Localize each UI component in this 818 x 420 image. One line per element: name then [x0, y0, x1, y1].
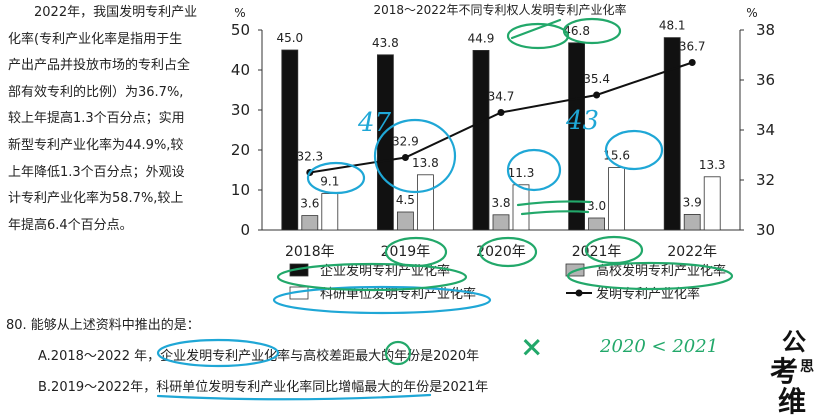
bar-value-label: 46.8 — [563, 24, 590, 38]
bar-value-label: 3.8 — [491, 196, 510, 210]
left-tick-label: 0 — [240, 221, 250, 239]
left-tick-label: 50 — [231, 21, 250, 39]
logo-watermark: 公 考 思 维 — [768, 322, 816, 418]
bar-enterprise — [568, 42, 585, 231]
left-tick-label: 40 — [231, 61, 250, 79]
paragraph-line: 年提高6.4个百分点。 — [8, 217, 133, 233]
left-axis-unit: % — [234, 6, 245, 20]
legend-label: 科研单位发明专利产业化率 — [320, 286, 476, 302]
left-tick-label: 20 — [231, 141, 250, 159]
line-value-label: 35.4 — [583, 72, 610, 86]
legend-label: 企业发明专利产业化率 — [320, 263, 450, 279]
bar-institute — [416, 174, 434, 231]
right-axis-unit: % — [746, 6, 757, 20]
paragraph-line: 计专利产业化率为58.7%,较上 — [8, 191, 184, 207]
bar-value-label: 44.9 — [468, 31, 495, 45]
line-value-label: 32.3 — [296, 150, 323, 164]
x-tick-label: 2020年 — [476, 244, 526, 260]
line-point — [688, 59, 696, 66]
annotation-43: 43 — [566, 106, 600, 136]
bar-value-label: 3.0 — [587, 199, 606, 213]
annotation-47: 47 — [358, 108, 392, 138]
line-point — [401, 154, 409, 161]
paragraph-line: 产出产品并投放市场的专利占全 — [8, 58, 191, 74]
bar-enterprise — [376, 54, 394, 231]
bar-value-label: 11.3 — [508, 166, 535, 180]
x-tick-label: 2018年 — [285, 244, 335, 260]
paragraph-line: 上年降低1.3个百分点；外观设 — [8, 164, 185, 180]
bar-institute — [608, 167, 625, 231]
question-stem: 80. 能够从上述资料中推出的是： — [6, 318, 200, 333]
left-tick-label: 10 — [231, 181, 250, 199]
bar-value-label: 43.8 — [372, 36, 399, 50]
material-paragraph: 2022年，我国发明专利产业 化率(专利产业化率是指用于生 产出产品并投放市场的… — [8, 0, 220, 239]
bar-enterprise — [663, 37, 681, 231]
paragraph-line: 较上年提高1.3个百分点；实用 — [8, 111, 185, 127]
bar-value-label: 3.9 — [683, 195, 702, 209]
right-tick-label: 38 — [756, 21, 775, 39]
line-value-label: 34.7 — [488, 90, 515, 104]
paragraph-line: 2022年，我国发明专利产业 — [34, 5, 198, 20]
line-point — [306, 169, 314, 176]
paragraph-line: 新型专利产业化率为44.9%,较 — [8, 137, 184, 153]
bar-value-label: 13.8 — [412, 156, 439, 170]
right-tick-label: 36 — [756, 71, 775, 89]
bar-institute — [321, 193, 339, 231]
bar-value-label: 9.1 — [320, 175, 339, 189]
bar-value-label: 13.3 — [699, 158, 726, 172]
bar-enterprise — [281, 49, 299, 231]
option-b[interactable]: B.2019～2022年，科研单位发明专利产业化率同比增幅最大的年份是2021年 — [38, 380, 489, 395]
line-point — [593, 91, 601, 99]
paragraph-line: 部有效专利的比例）为36.7%, — [8, 84, 184, 100]
line-value-label: 36.7 — [679, 40, 706, 54]
legend-label: 高校发明专利产业化率 — [596, 263, 726, 279]
bar-university — [683, 213, 701, 231]
right-tick-label: 32 — [756, 171, 775, 189]
bar-university — [588, 217, 605, 231]
logo-char: 维 — [778, 385, 807, 418]
bar-institute — [703, 176, 721, 231]
x-tick-label: 2019年 — [381, 244, 431, 260]
left-tick-label: 30 — [231, 101, 250, 119]
bar-value-label: 48.1 — [659, 19, 686, 33]
bar-university — [492, 214, 510, 231]
bar-value-label: 45.0 — [276, 31, 303, 45]
legend-swatch — [289, 286, 309, 300]
bar-value-label: 3.6 — [300, 197, 319, 211]
bar-university — [396, 211, 414, 231]
right-tick-label: 34 — [756, 121, 775, 139]
x-tick-label: 2022年 — [667, 244, 717, 260]
legend-label: 发明专利产业化率 — [596, 286, 700, 302]
logo-char: 思 — [800, 359, 814, 375]
annotation-cross: × — [520, 330, 544, 363]
annotation-note: 2020 < 2021 — [600, 336, 719, 357]
bar-enterprise — [472, 50, 490, 231]
legend-swatch — [565, 263, 585, 277]
legend-swatch — [289, 263, 309, 277]
paragraph-line: 化率(专利产业化率是指用于生 — [8, 31, 183, 47]
bar-university — [301, 215, 319, 231]
bar-value-label: 4.5 — [396, 193, 415, 207]
x-tick-label: 2021年 — [572, 244, 622, 260]
right-tick-label: 30 — [756, 221, 775, 239]
line-point — [497, 109, 505, 116]
logo-char: 公 — [782, 327, 806, 356]
bar-value-label: 15.6 — [603, 149, 630, 163]
chart-title: 2018～2022年不同专利权人发明专利产业化率 — [373, 2, 626, 17]
logo-char: 考 — [770, 355, 799, 388]
legend-swatch — [575, 289, 583, 297]
bar-institute — [512, 184, 530, 231]
line-value-label: 32.9 — [392, 135, 419, 149]
option-a[interactable]: A.2018～2022 年，企业发明专利产业化率与高校差距最大的年份是2020年 — [38, 349, 480, 364]
